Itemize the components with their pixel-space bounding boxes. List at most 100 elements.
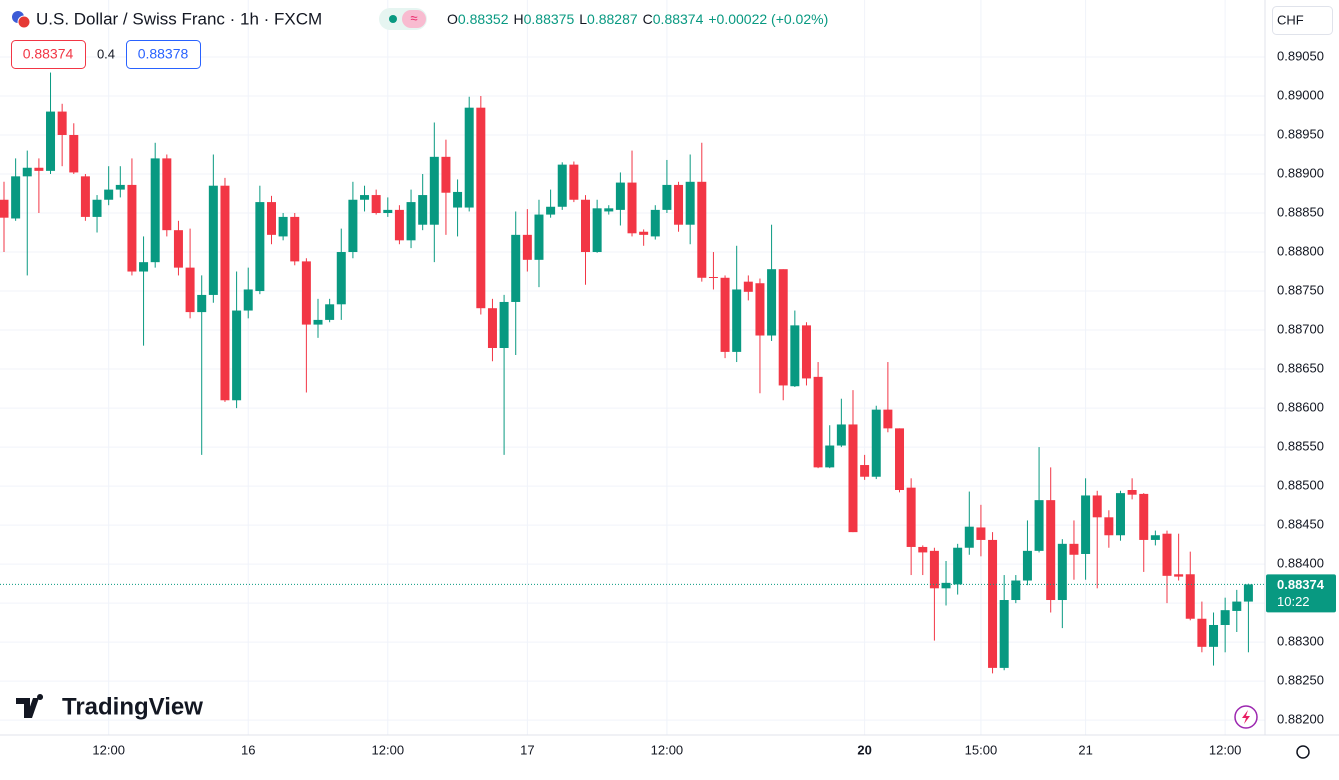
last-price-label: 0.88374 [1277, 577, 1325, 592]
candle-body [534, 214, 544, 260]
logo-icon [16, 694, 44, 718]
candle-body [720, 277, 730, 352]
candle-body [418, 195, 428, 225]
currency[interactable]: CHF [1277, 12, 1304, 27]
candle-body [487, 308, 497, 348]
candle-body [697, 181, 707, 278]
alert-bolt [1242, 710, 1250, 724]
candle-body [278, 216, 288, 237]
market-open-dot [389, 15, 397, 23]
candle-body [197, 294, 207, 313]
candle-body [569, 164, 579, 200]
candle-body [522, 234, 532, 260]
candle-body [139, 262, 149, 272]
candle-body [639, 231, 649, 235]
buy-box[interactable] [126, 40, 201, 69]
candle-body [674, 184, 684, 225]
candle-body [511, 234, 521, 302]
candle-body [883, 409, 893, 429]
candle-body [232, 310, 242, 401]
candle-body [301, 261, 311, 325]
candle-body [406, 202, 416, 241]
candle-body [1034, 500, 1044, 551]
y-tick-label: 0.88750 [1277, 282, 1324, 297]
candle-body [325, 304, 335, 320]
candle-body [464, 107, 474, 208]
y-tick-label: 0.88500 [1277, 478, 1324, 493]
candle-body [860, 465, 870, 477]
x-tick-label: 17 [520, 742, 534, 757]
change: +0.00022 (+0.02%) [708, 11, 828, 27]
candle-body [255, 202, 265, 292]
candle-body [871, 409, 881, 477]
candle-body [34, 167, 44, 171]
currency-button[interactable] [1272, 6, 1333, 35]
candle-body [999, 600, 1009, 668]
candle-body [1104, 517, 1114, 536]
candle-body [266, 202, 276, 235]
candle-body [429, 156, 439, 225]
candles [0, 72, 1253, 674]
candle-body [69, 134, 79, 173]
h-key: H [514, 11, 524, 27]
candle-body [313, 319, 323, 325]
y-tick-label: 0.88950 [1277, 126, 1324, 141]
candle-body [360, 195, 370, 200]
candle-body [778, 269, 788, 386]
candle-body [371, 195, 381, 214]
candle-body [22, 167, 32, 177]
y-tick-label: 0.88850 [1277, 204, 1324, 219]
candle-body [941, 582, 951, 589]
buy-price[interactable]: 0.88378 [138, 46, 189, 62]
candle-body [499, 301, 509, 348]
candle-body [80, 176, 90, 217]
l-key: L [579, 11, 587, 27]
candle-body [394, 209, 404, 241]
candle-body [743, 281, 753, 292]
candle-body [895, 428, 905, 490]
candle-body [976, 527, 986, 540]
candle-body [1069, 543, 1079, 555]
c-key: C [643, 11, 653, 27]
candle-body [964, 526, 974, 548]
candle-body [627, 182, 637, 234]
sell-price[interactable]: 0.88374 [23, 46, 74, 62]
candle-body [836, 424, 846, 446]
candle-body [953, 547, 963, 585]
x-tick-label: 12:00 [372, 742, 405, 757]
spread: 0.4 [97, 46, 115, 61]
y-tick-label: 0.88200 [1277, 712, 1324, 727]
sell-box[interactable] [11, 40, 86, 69]
y-tick-label: 0.88650 [1277, 360, 1324, 375]
candle-body [1243, 584, 1253, 602]
candle-body [1139, 493, 1149, 540]
candle-body [1046, 500, 1056, 601]
candle-body [1022, 550, 1032, 581]
candle-body [801, 325, 811, 379]
candle-body [685, 181, 695, 225]
delay-badge [402, 10, 426, 28]
candle-body [1127, 490, 1137, 495]
x-tick-label: 20 [857, 742, 871, 757]
settings-icon[interactable] [1296, 745, 1310, 759]
y-tick-label: 0.88550 [1277, 439, 1324, 454]
ohlc-line: O0.88352 H0.88375 L0.88287 C0.88374 +0.00022… [447, 11, 828, 27]
candle-body [1209, 624, 1219, 647]
y-tick-label: 0.88300 [1277, 634, 1324, 649]
y-tick-label: 0.88700 [1277, 321, 1324, 336]
x-tick-label: 16 [241, 742, 255, 757]
y-tick-label: 0.88400 [1277, 556, 1324, 571]
candle-body [11, 176, 21, 219]
candle-body [57, 111, 67, 135]
candle-body [476, 107, 486, 309]
candle-body [732, 289, 742, 352]
h-value: 0.88375 [524, 11, 575, 27]
candle-body [1197, 618, 1207, 647]
candle-body [162, 158, 172, 231]
candle-body [127, 184, 137, 272]
candle-body [1057, 543, 1067, 601]
candle-body [767, 269, 777, 336]
candle-body [929, 550, 939, 589]
x-tick-label: 21 [1078, 742, 1092, 757]
